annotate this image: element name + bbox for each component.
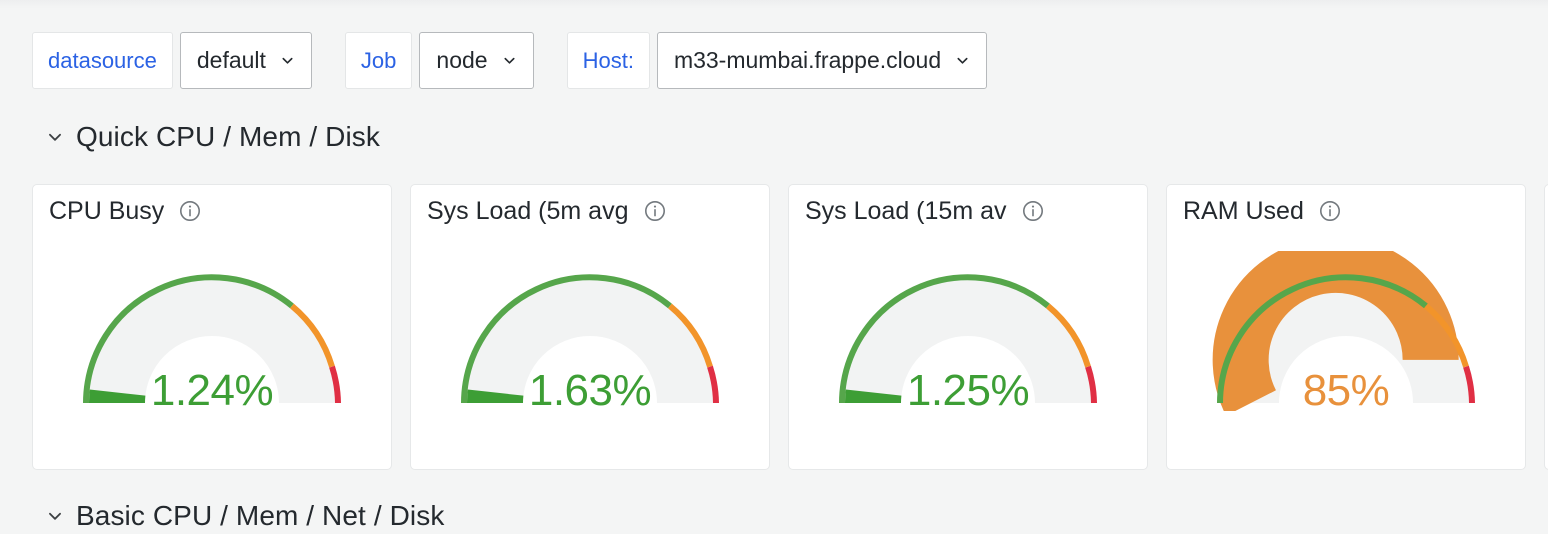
panel-title: CPU Busy	[49, 196, 165, 225]
info-circle-icon[interactable]	[1021, 199, 1045, 223]
chevron-down-icon	[46, 507, 64, 525]
row-header-basic-cpu-mem-net-disk[interactable]: Basic CPU / Mem / Net / Disk	[46, 500, 444, 532]
variable-select-datasource[interactable]: default	[179, 32, 312, 89]
gauge-value-text: 1.24%	[150, 366, 274, 415]
variable-select-job[interactable]: node	[419, 32, 534, 89]
variable-job: Job node	[344, 32, 534, 89]
panel-title: Sys Load (5m avg	[427, 196, 629, 225]
info-circle-icon[interactable]	[1318, 199, 1342, 223]
info-circle-icon[interactable]	[643, 199, 667, 223]
variable-select-host[interactable]: m33-mumbai.frappe.cloud	[656, 32, 988, 89]
gauge-arcs	[839, 274, 1097, 404]
gauge-value-text: 1.25%	[906, 366, 1030, 415]
panel-ram-used[interactable]: RAM Used 85%	[1166, 184, 1526, 470]
variable-label-job: Job	[344, 32, 413, 89]
variable-value-host: m33-mumbai.frappe.cloud	[673, 47, 942, 73]
panel-sys-load-5m[interactable]: Sys Load (5m avg 1.63%	[410, 184, 770, 470]
row-header-quick-cpu-mem-disk[interactable]: Quick CPU / Mem / Disk	[46, 121, 380, 153]
gauge-arcs	[83, 274, 341, 404]
panel-header: Sys Load (5m avg	[411, 185, 769, 237]
chevron-down-icon	[46, 128, 64, 146]
panel-sys-load-15m[interactable]: Sys Load (15m av 1.25%	[788, 184, 1148, 470]
panel-header: CPU Busy	[33, 185, 391, 237]
panel-grid: CPU Busy	[32, 184, 1548, 470]
page-top-edge	[0, 0, 1548, 9]
gauge-arcs	[1212, 251, 1475, 411]
chevron-down-icon	[280, 53, 295, 68]
variable-value-job: node	[436, 47, 488, 73]
panel-cpu-busy[interactable]: CPU Busy	[32, 184, 392, 470]
gauge: 1.24%	[33, 237, 391, 469]
chevron-down-icon	[955, 53, 970, 68]
gauge-value-text: 1.63%	[528, 366, 652, 415]
panel-title: Sys Load (15m av	[805, 196, 1007, 225]
panel-header: Sys Load (15m av	[789, 185, 1147, 237]
variable-label-datasource: datasource	[32, 32, 173, 89]
variable-host: Host: m33-mumbai.frappe.cloud	[566, 32, 988, 89]
gauge: 1.63%	[411, 237, 769, 469]
gauge-value-text: 85%	[1302, 366, 1390, 415]
panel-header: RAM Used	[1167, 185, 1525, 237]
gauge: 85%	[1167, 237, 1525, 469]
gauge: 1.25%	[789, 237, 1147, 469]
variable-value-datasource: default	[196, 47, 266, 73]
info-circle-icon[interactable]	[178, 199, 202, 223]
chevron-down-icon	[502, 53, 517, 68]
panel-title: RAM Used	[1183, 196, 1304, 225]
template-variable-bar: datasource default Job node	[32, 32, 988, 89]
panel-next-clipped[interactable]	[1544, 184, 1548, 470]
row-title: Basic CPU / Mem / Net / Disk	[76, 500, 445, 531]
gauge-arcs	[461, 274, 719, 404]
row-title: Quick CPU / Mem / Disk	[76, 121, 381, 152]
variable-label-host: Host:	[566, 32, 650, 89]
variable-datasource: datasource default	[32, 32, 312, 89]
